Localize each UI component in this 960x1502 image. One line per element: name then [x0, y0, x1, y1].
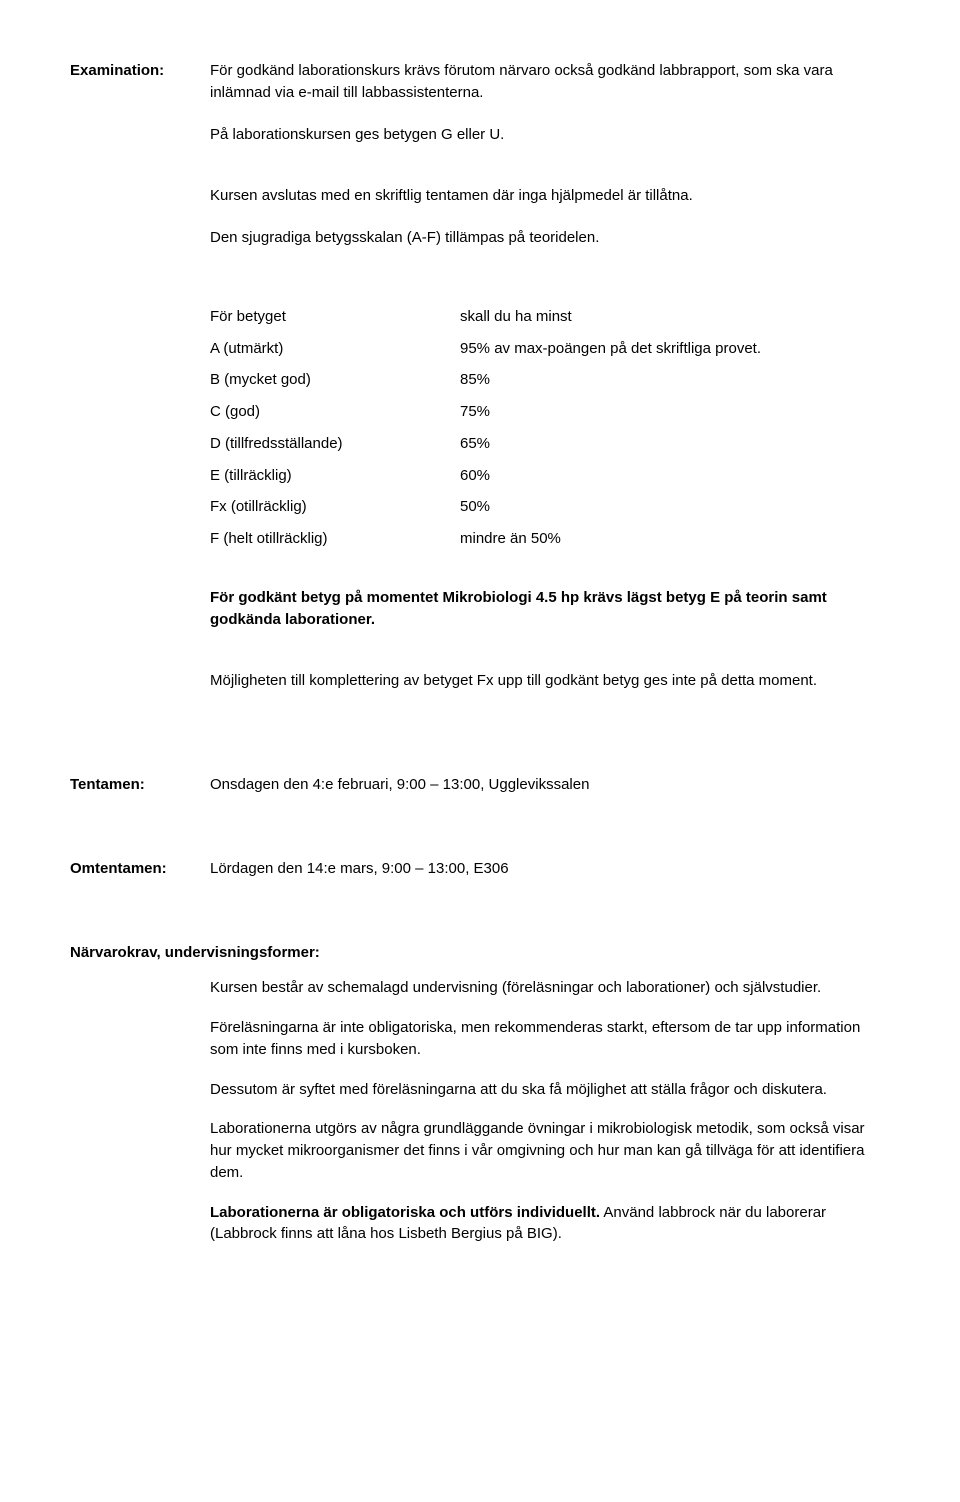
attendance-section: Närvarokrav, undervisningsformer: Kursen… [70, 942, 890, 1246]
grade-right: mindre än 50% [460, 523, 761, 555]
examination-p2: På laborationskursen ges betygen G eller… [210, 124, 890, 146]
tentamen-section: Tentamen: Onsdagen den 4:e februari, 9:0… [70, 774, 890, 796]
omtentamen-section: Omtentamen: Lördagen den 14:e mars, 9:00… [70, 858, 890, 880]
grade-left: E (tillräcklig) [210, 460, 460, 492]
grade-row: B (mycket god) 85% [210, 364, 761, 396]
grade-right: 95% av max-poängen på det skriftliga pro… [460, 333, 761, 365]
grade-row: F (helt otillräcklig) mindre än 50% [210, 523, 761, 555]
grade-right: 60% [460, 460, 761, 492]
attendance-content: Kursen består av schemalagd undervisning… [210, 977, 890, 1245]
grade-right: 65% [460, 428, 761, 460]
grade-right: 50% [460, 491, 761, 523]
tentamen-label: Tentamen: [70, 774, 210, 796]
attendance-p4: Laborationerna utgörs av några grundlägg… [210, 1118, 890, 1183]
examination-p6: Möjligheten till komplettering av betyge… [210, 670, 890, 692]
grade-right: 75% [460, 396, 761, 428]
examination-p4: Den sjugradiga betygsskalan (A-F) tilläm… [210, 227, 890, 249]
grade-left: C (god) [210, 396, 460, 428]
grade-left: D (tillfredsställande) [210, 428, 460, 460]
attendance-p5-bold: Laborationerna är obligatoriska och utfö… [210, 1204, 600, 1221]
examination-section: Examination: För godkänd laborationskurs… [70, 60, 890, 712]
tentamen-value: Onsdagen den 4:e februari, 9:00 – 13:00,… [210, 774, 890, 796]
attendance-p5: Laborationerna är obligatoriska och utfö… [210, 1202, 890, 1246]
omtentamen-value: Lördagen den 14:e mars, 9:00 – 13:00, E3… [210, 858, 890, 880]
grade-table: För betyget skall du ha minst A (utmärkt… [210, 301, 761, 555]
grade-left: Fx (otillräcklig) [210, 491, 460, 523]
attendance-p2: Föreläsningarna är inte obligatoriska, m… [210, 1017, 890, 1061]
examination-label: Examination: [70, 60, 210, 712]
grade-left: B (mycket god) [210, 364, 460, 396]
grade-left: F (helt otillräcklig) [210, 523, 460, 555]
grade-header-left: För betyget [210, 301, 460, 333]
grade-right: 85% [460, 364, 761, 396]
examination-p1: För godkänd laborationskurs krävs föruto… [210, 60, 890, 104]
attendance-heading: Närvarokrav, undervisningsformer: [70, 942, 890, 964]
examination-p5: För godkänt betyg på momentet Mikrobiolo… [210, 587, 890, 631]
grade-row: E (tillräcklig) 60% [210, 460, 761, 492]
grade-table-header: För betyget skall du ha minst [210, 301, 761, 333]
grade-row: A (utmärkt) 95% av max-poängen på det sk… [210, 333, 761, 365]
grade-header-right: skall du ha minst [460, 301, 761, 333]
attendance-p1: Kursen består av schemalagd undervisning… [210, 977, 890, 999]
grade-row: C (god) 75% [210, 396, 761, 428]
grade-row: Fx (otillräcklig) 50% [210, 491, 761, 523]
examination-content: För godkänd laborationskurs krävs föruto… [210, 60, 890, 712]
grade-row: D (tillfredsställande) 65% [210, 428, 761, 460]
examination-p3: Kursen avslutas med en skriftlig tentame… [210, 185, 890, 207]
grade-left: A (utmärkt) [210, 333, 460, 365]
attendance-p3: Dessutom är syftet med föreläsningarna a… [210, 1079, 890, 1101]
omtentamen-label: Omtentamen: [70, 858, 210, 880]
